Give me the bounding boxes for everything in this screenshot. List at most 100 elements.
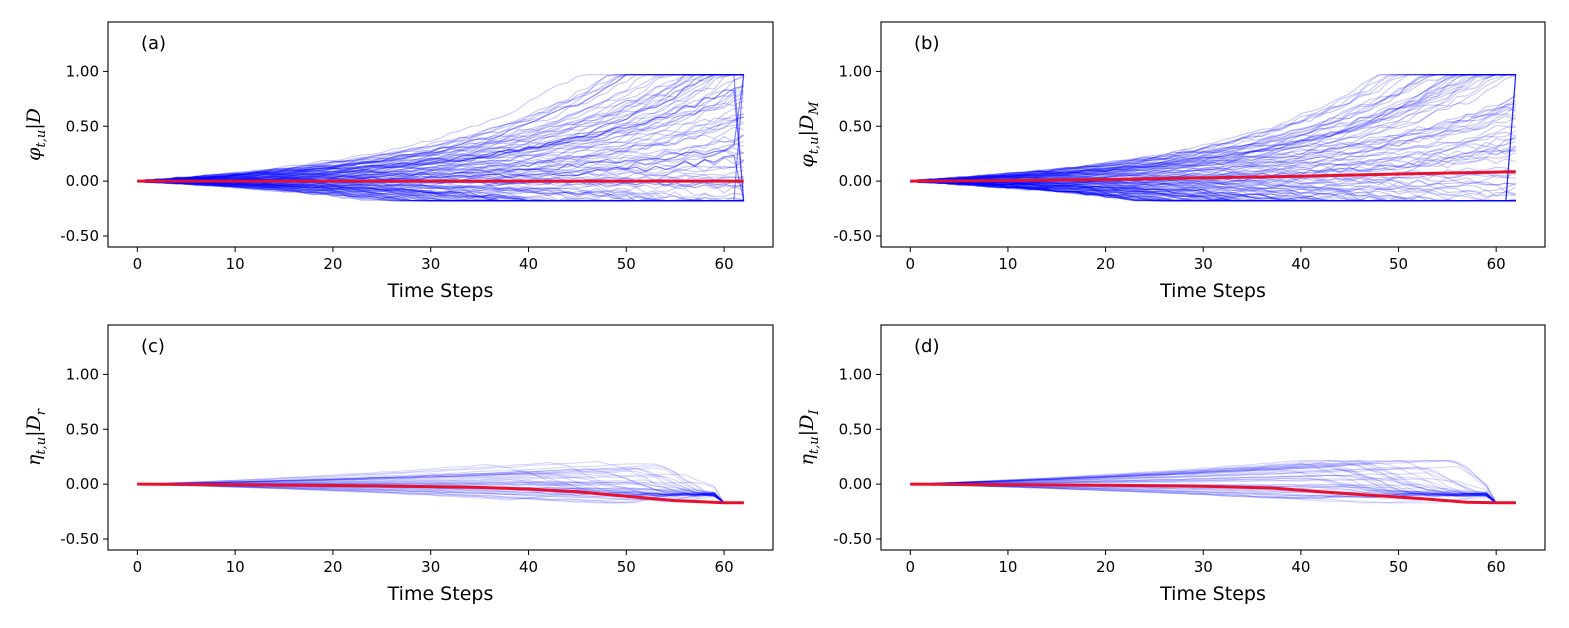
sample-line [137,483,744,504]
mean-line [910,170,1516,183]
sample-line [910,74,1516,182]
x-tick-label: 0 [906,255,916,273]
x-tick-label: 50 [1389,255,1408,273]
sample-line [910,74,1516,182]
sample-line [910,463,1516,504]
y-tick-label: 1.00 [839,365,872,383]
x-tick-label: 20 [323,558,342,576]
sample-line [910,94,1517,182]
sample-line [137,74,744,183]
sample-line [910,74,1516,182]
sample-line [910,180,1516,202]
sample-line [910,74,1516,182]
x-tick-label: 40 [519,558,538,576]
sample-line [910,74,1516,182]
sample-line [910,468,1516,504]
sample-line [910,74,1516,182]
panel-label: (c) [141,336,165,357]
sample-line [910,74,1516,182]
sample-line [910,74,1516,182]
sample-line [910,74,1516,182]
sample-line [910,483,1516,504]
sample-line [137,74,744,183]
sample-line [910,469,1516,504]
sample-line [137,462,744,504]
sample-line [137,472,744,504]
sample-line [910,74,1516,182]
x-tick-label: 20 [323,255,342,273]
sample-line [137,467,744,504]
y-tick-label: 0.00 [66,172,99,190]
sample-line [910,74,1516,183]
sample-line [910,74,1516,182]
y-tick-label: 1.00 [66,365,99,383]
panel-b: 0 10 20 30 40 50 60 -0.50 0.00 0.50 1.00 Time Steps… [796,21,1546,302]
x-tick-label: 0 [906,558,916,576]
y-tick-label: 0.00 [839,172,872,190]
sample-line [910,459,1516,504]
sample-line [137,463,744,504]
sample-trajectories [137,460,744,504]
y-tick-label: 0.50 [66,420,99,438]
sample-trajectories [910,459,1516,504]
sample-line [910,74,1516,182]
x-tick-label: 60 [1487,558,1506,576]
sample-line [910,483,1516,504]
sample-line [137,116,744,183]
sample-line [910,483,1516,504]
panel-a: 0 10 20 30 40 50 60 -0.50 0.00 0.50 1.00 Time Steps… [23,21,774,302]
x-tick-label: 50 [1389,558,1408,576]
y-tick-label: 0.00 [839,475,872,493]
sample-line [910,459,1516,504]
panel-label: (a) [141,33,166,54]
sample-line [137,74,744,182]
axes-frame [107,324,774,551]
sample-line [137,74,744,183]
sample-line [910,74,1516,182]
sample-line [137,113,744,182]
sample-line [137,74,744,182]
sample-line [910,74,1516,183]
sample-line [910,483,1516,504]
sample-line [910,179,1516,193]
x-tick-label: 20 [1096,255,1115,273]
y-tick-label: 0.50 [839,117,872,135]
sample-line [910,135,1517,182]
x-tick-label: 10 [226,558,245,576]
y-tick-label: 0.50 [839,420,872,438]
sample-line [910,462,1516,504]
sample-line [910,463,1516,504]
sample-line [910,75,1516,182]
x-axis-title: Time Steps [1159,583,1266,605]
mean-line [137,482,744,505]
sample-line [910,74,1516,183]
panel-label: (d) [914,336,939,357]
sample-line [137,475,744,504]
y-tick-label: -0.50 [60,227,99,245]
sample-line [910,459,1516,504]
sample-line [910,74,1516,182]
sample-line [910,117,1516,182]
sample-line [910,483,1516,504]
sample-line [137,483,744,504]
sample-line [910,466,1516,504]
sample-line [137,483,744,504]
sample-line [137,467,744,504]
sample-line [137,74,744,182]
mean-line [910,482,1516,505]
sample-line [910,126,1516,182]
sample-line [137,116,744,183]
sample-line [910,483,1516,504]
panel-c: 0 10 20 30 40 50 60 -0.50 0.00 0.50 1.00 Time Steps… [23,324,774,605]
sample-line [910,459,1516,504]
x-tick-label: 0 [133,255,143,273]
sample-line [910,474,1516,504]
sample-line [910,104,1517,183]
x-tick-label: 30 [421,255,440,273]
x-tick-label: 10 [998,558,1017,576]
x-tick-label: 60 [1487,255,1506,273]
sample-line [137,467,744,504]
sample-line [910,179,1516,202]
y-tick-label: 1.00 [839,62,872,80]
sample-line [137,179,744,202]
